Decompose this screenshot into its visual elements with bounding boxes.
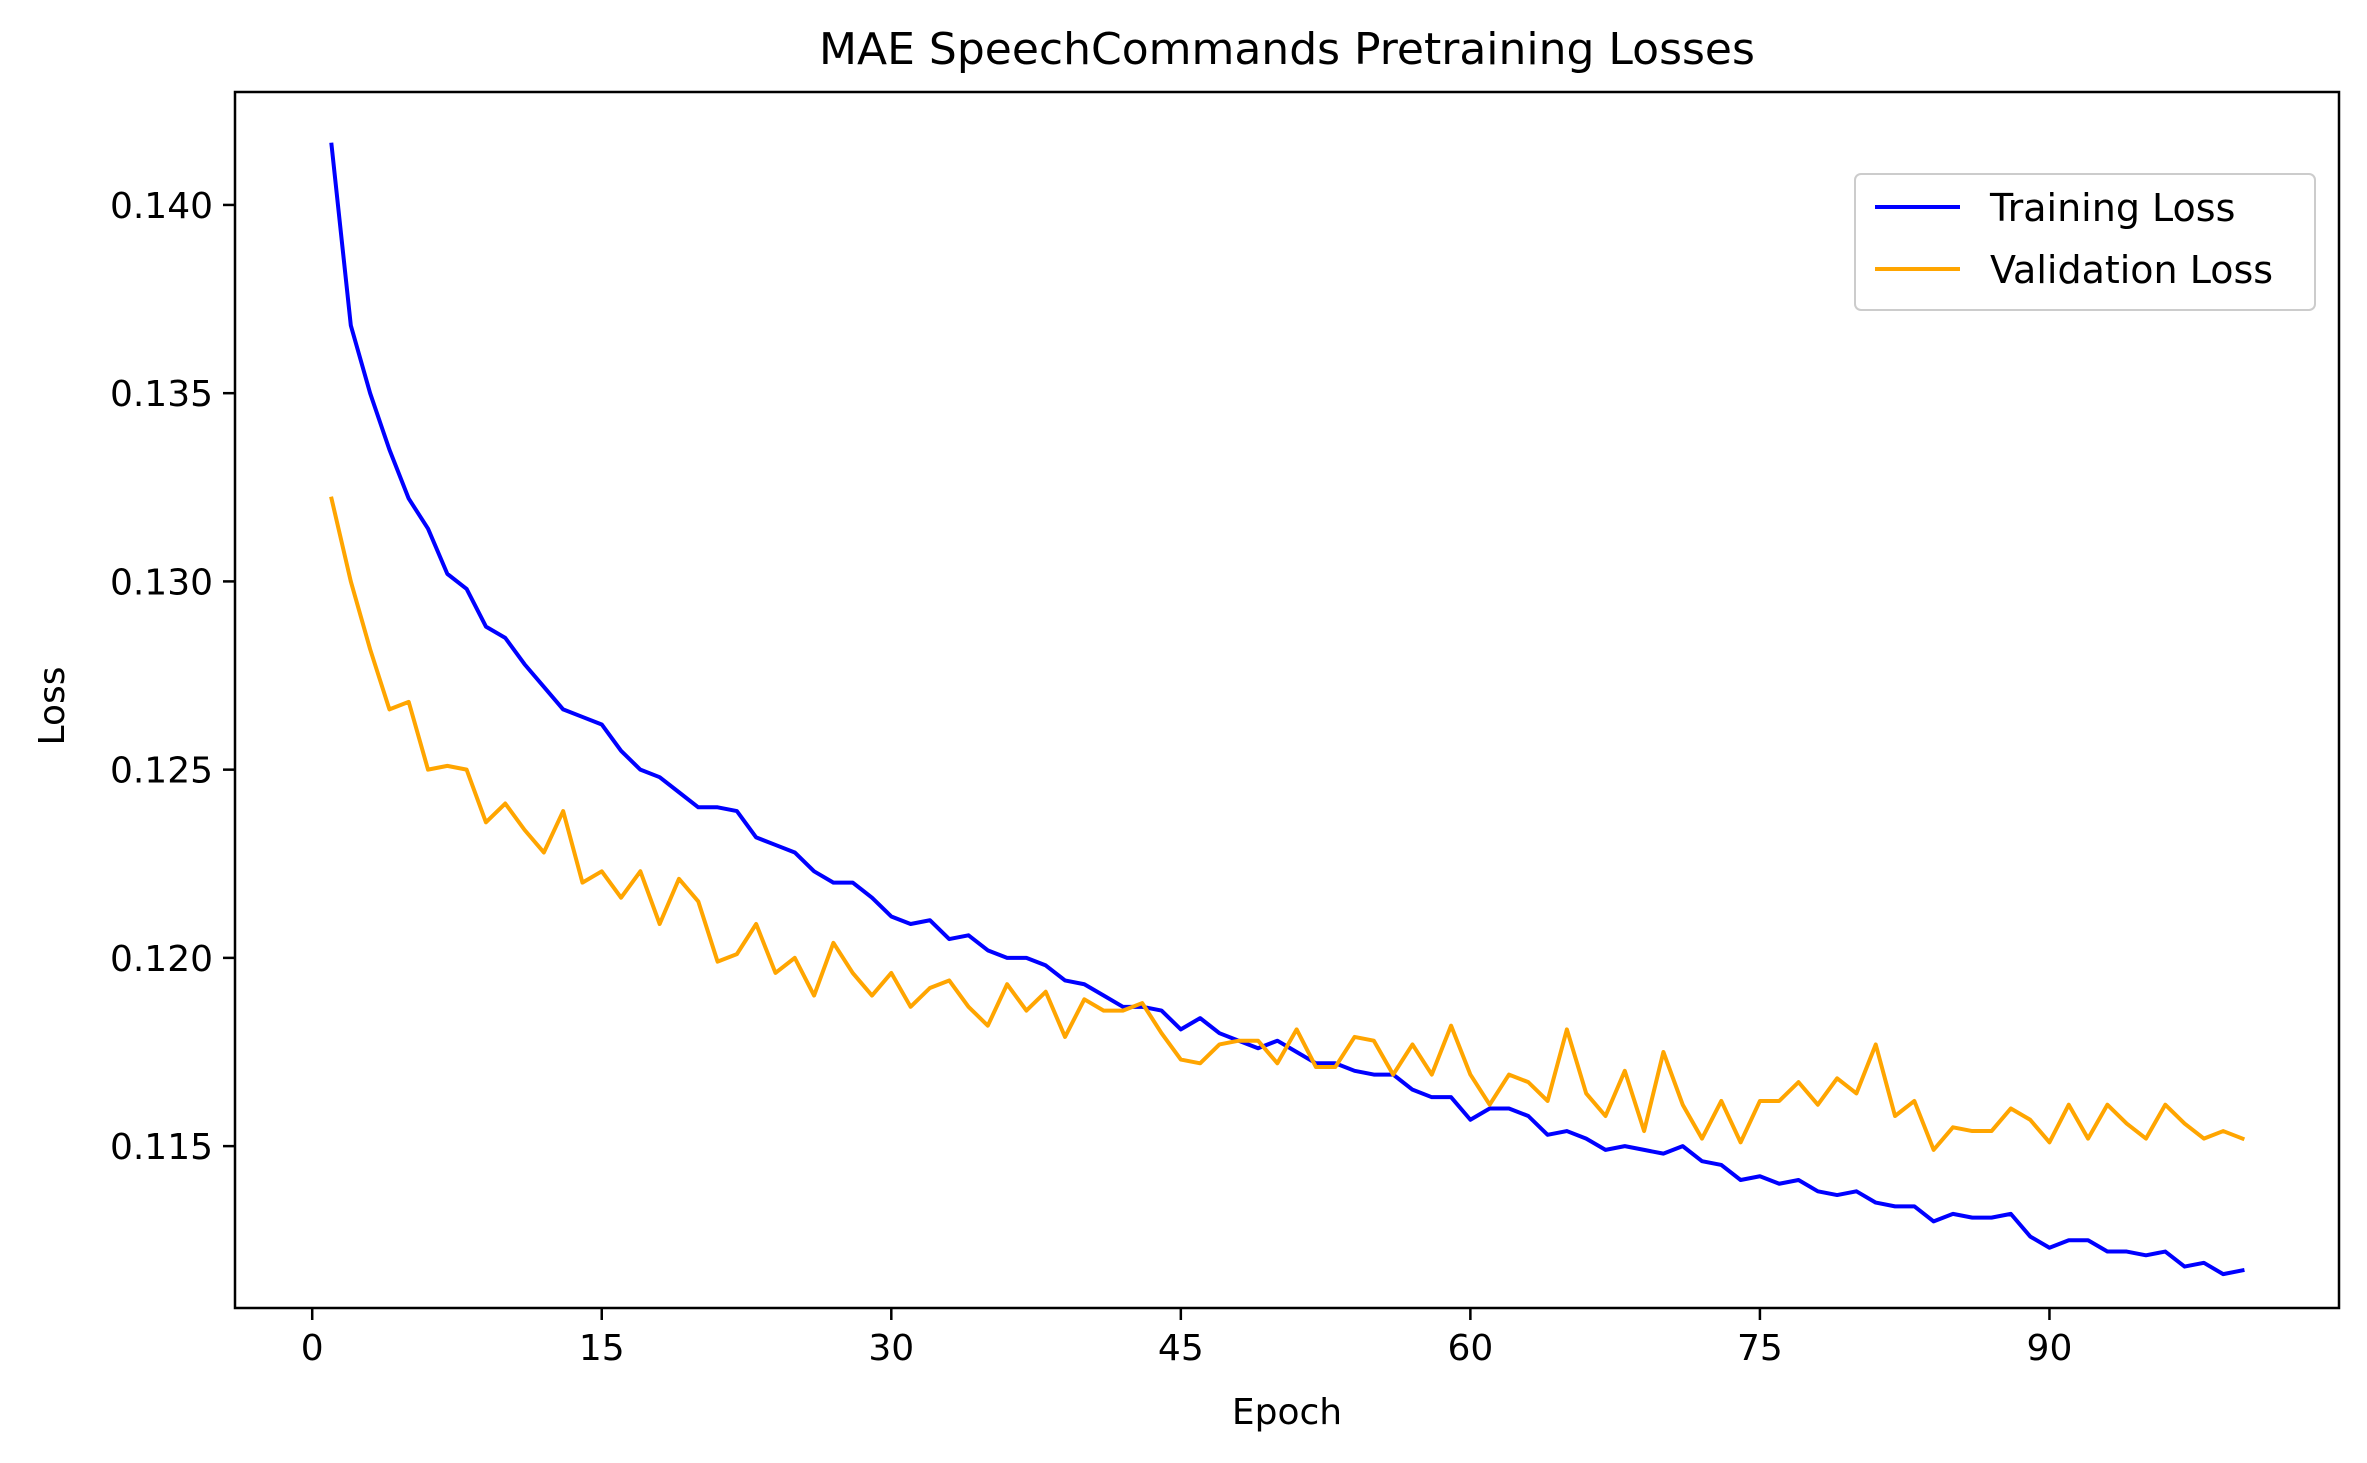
y-axis-label: Loss bbox=[32, 667, 73, 746]
x-axis: 0 15 30 45 60 75 90 bbox=[301, 1308, 2073, 1369]
series-line-validation-loss bbox=[329, 496, 2246, 1152]
x-axis-label: Epoch bbox=[1232, 1392, 1342, 1433]
y-tick-label: 0.130 bbox=[110, 562, 213, 603]
x-tick-label: 15 bbox=[579, 1328, 625, 1369]
x-tick-label: 45 bbox=[1158, 1328, 1204, 1369]
y-tick-label: 0.135 bbox=[110, 374, 213, 415]
chart-title: MAE SpeechCommands Pretraining Losses bbox=[819, 24, 1755, 75]
legend: Training Loss Validation Loss bbox=[1854, 173, 2316, 311]
x-tick-label: 75 bbox=[1737, 1328, 1783, 1369]
x-tick-label: 30 bbox=[868, 1328, 914, 1369]
y-tick-label: 0.115 bbox=[110, 1127, 213, 1168]
y-tick-label: 0.125 bbox=[110, 751, 213, 792]
y-axis: 0.115 0.120 0.125 0.130 0.135 0.140 bbox=[110, 186, 235, 1168]
legend-box bbox=[1854, 173, 2316, 311]
plot-frame bbox=[233, 90, 2341, 1310]
y-tick-label: 0.140 bbox=[110, 186, 213, 227]
plot-series bbox=[329, 142, 2246, 1277]
x-tick-label: 0 bbox=[301, 1328, 324, 1369]
legend-label-training: Training Loss bbox=[1989, 186, 2235, 230]
y-tick-label: 0.120 bbox=[110, 939, 213, 980]
legend-label-validation: Validation Loss bbox=[1990, 248, 2273, 292]
series-line-training-loss bbox=[329, 142, 2245, 1277]
x-tick-label: 90 bbox=[2027, 1328, 2073, 1369]
x-tick-label: 60 bbox=[1447, 1328, 1493, 1369]
